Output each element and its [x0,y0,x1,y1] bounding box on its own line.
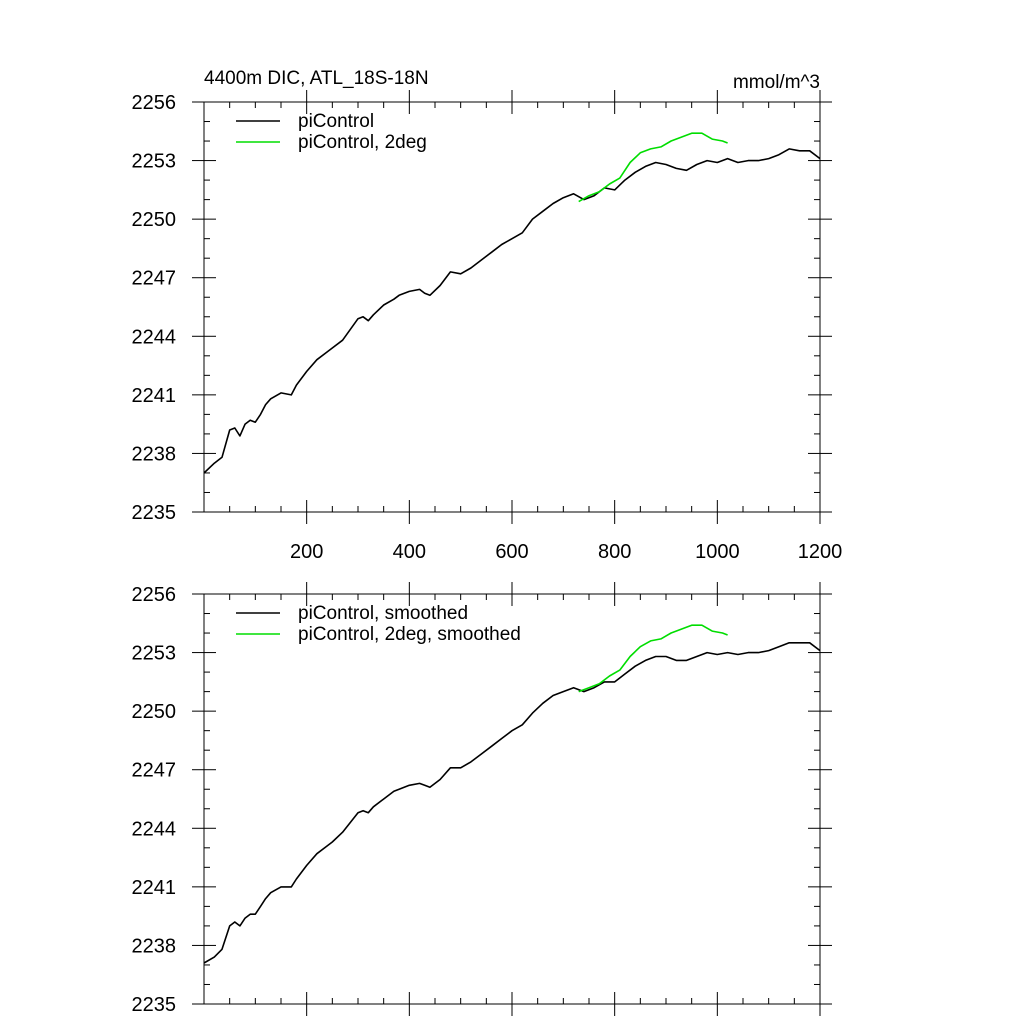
legend-label-0: piControl, smoothed [298,603,468,624]
y-tick-label: 2235 [132,502,177,524]
y-tick-label: 2250 [132,209,177,231]
x-tick-label: 200 [290,541,323,563]
y-ticks [192,593,832,1005]
y-tick-label: 2253 [132,643,177,665]
x-tick-label: 800 [598,541,631,563]
y-tick-label: 2235 [132,994,177,1016]
y-tick-label: 2241 [132,385,177,407]
y-tick-label: 2247 [132,760,177,782]
legend-label-1: piControl, 2deg [298,132,427,153]
series-line-1 [578,132,728,203]
x-tick-label: 400 [393,541,426,563]
series-line-1 [578,624,728,693]
y-tick-label: 2247 [132,268,177,290]
top-panel: 2235 2238 2241 2244 2247 2250 2253 2256 200 400 60… [132,68,843,563]
bottom-panel: 2235 2238 2241 2244 2247 2250 2253 2256 piContro… [132,582,832,1016]
plot-frame [203,101,821,513]
y-tick-label: 2238 [132,443,177,465]
chart-title: 4400m DIC, ATL_18S-18N [204,68,429,89]
series-line-0 [203,148,821,474]
y-ticks [192,101,832,513]
legend-label-0: piControl [298,111,374,132]
units-label: mmol/m^3 [733,72,820,93]
y-tick-label: 2256 [132,92,177,114]
y-tick-label: 2244 [132,326,177,348]
y-tick-label: 2250 [132,701,177,723]
series-line-0 [203,641,821,964]
x-tick-label: 1000 [695,541,740,563]
y-tick-label: 2256 [132,584,177,606]
y-tick-label: 2253 [132,151,177,173]
x-tick-label: 600 [495,541,528,563]
y-tick-label: 2238 [132,935,177,957]
legend-label-1: piControl, 2deg, smoothed [298,624,521,645]
y-tick-label: 2241 [132,877,177,899]
x-ticks [229,582,821,1016]
x-ticks [229,90,821,524]
y-tick-label: 2244 [132,818,177,840]
x-tick-label: 1200 [798,541,843,563]
plot-frame [203,593,821,1005]
